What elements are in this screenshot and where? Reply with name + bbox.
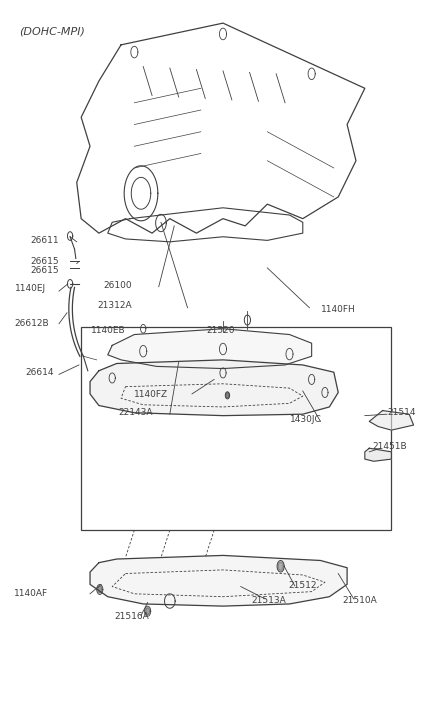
- Polygon shape: [278, 562, 283, 571]
- Text: 21510A: 21510A: [343, 596, 377, 605]
- Polygon shape: [98, 586, 102, 593]
- Text: 1140FZ: 1140FZ: [134, 390, 169, 399]
- Text: 26611: 26611: [30, 236, 59, 245]
- Text: 21312A: 21312A: [98, 301, 132, 310]
- Polygon shape: [90, 360, 338, 416]
- Text: 26615: 26615: [30, 257, 59, 266]
- Polygon shape: [226, 393, 229, 398]
- Bar: [81, 327, 392, 530]
- Text: 21514: 21514: [387, 409, 416, 417]
- Text: (DOHC-MPI): (DOHC-MPI): [19, 27, 85, 37]
- Text: 26615: 26615: [30, 265, 59, 275]
- Polygon shape: [145, 608, 150, 615]
- Text: 26612B: 26612B: [15, 319, 50, 328]
- Text: 22143A: 22143A: [119, 409, 153, 417]
- Text: 21513A: 21513A: [252, 596, 287, 605]
- Polygon shape: [108, 329, 312, 369]
- Text: 1140FH: 1140FH: [321, 305, 355, 314]
- Text: 1140AF: 1140AF: [14, 589, 48, 598]
- Text: 1430JC: 1430JC: [289, 416, 321, 425]
- Text: 1140EJ: 1140EJ: [15, 284, 46, 294]
- Text: 21451B: 21451B: [373, 442, 408, 451]
- Text: 21512: 21512: [289, 582, 317, 590]
- Text: 1140EB: 1140EB: [91, 326, 125, 334]
- Polygon shape: [90, 555, 347, 606]
- Text: 21516A: 21516A: [115, 612, 149, 622]
- Text: 21520: 21520: [206, 326, 235, 334]
- Polygon shape: [365, 449, 392, 461]
- Polygon shape: [369, 411, 413, 430]
- Text: 26100: 26100: [103, 281, 132, 290]
- Text: 26614: 26614: [26, 369, 54, 377]
